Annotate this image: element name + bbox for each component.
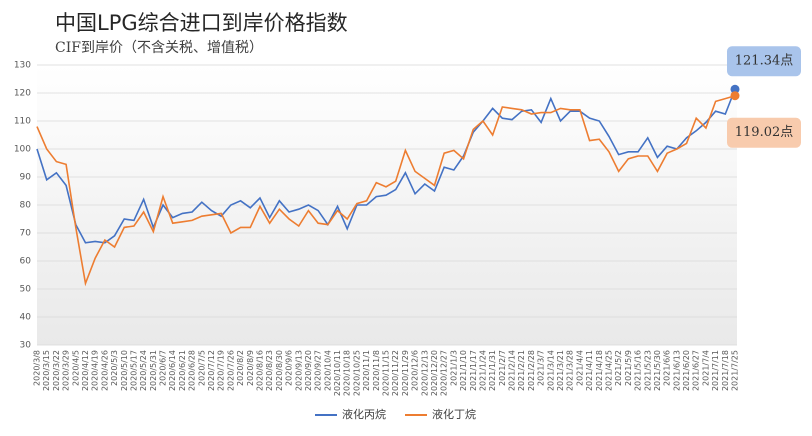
x-tick-label: 2020/11/29 [401,350,410,396]
x-tick-label: 2021/6/6 [663,350,672,386]
x-tick-label: 2020/6/7 [159,350,168,386]
x-tick-label: 2021/4/25 [604,350,613,391]
x-tick-label: 2021/2/14 [508,350,517,391]
x-tick-label: 2020/9/13 [294,350,303,391]
x-tick-label: 2020/7/26 [226,350,235,391]
x-tick-label: 2020/9/20 [304,350,313,391]
x-tick-label: 2021/7/25 [731,350,740,391]
y-tick-label: 50 [20,285,32,295]
y-tick-label: 130 [14,61,31,71]
x-tick-label: 2021/4/18 [595,350,604,391]
x-tick-label: 2020/5/17 [129,350,138,391]
x-tick-label: 2021/3/7 [537,350,546,386]
y-tick-label: 30 [20,341,32,351]
x-tick-label: 2021/5/23 [643,350,652,391]
x-tick-label: 2020/6/21 [178,350,187,391]
x-tick-label: 2021/7/11 [711,350,720,391]
x-tick-label: 2020/12/20 [430,350,439,396]
x-tick-label: 2021/1/17 [469,350,478,391]
x-tick-label: 2020/3/29 [62,350,71,391]
x-tick-label: 2021/5/9 [624,350,633,386]
x-tick-label: 2020/3/8 [33,350,42,386]
x-tick-label: 2020/9/27 [314,350,323,391]
x-tick-label: 2021/6/27 [692,350,701,391]
x-tick-label: 2020/11/8 [372,350,381,391]
x-tick-label: 2021/4/11 [585,350,594,391]
x-tick-label: 2020/10/11 [333,350,342,396]
y-tick-label: 70 [20,229,32,239]
x-tick-label: 2021/5/30 [653,350,662,391]
x-tick-label: 2020/7/19 [217,350,226,391]
x-tick-label: 2020/7/12 [207,350,216,391]
x-tick-label: 2020/7/5 [197,350,206,386]
x-tick-label: 2020/4/26 [100,350,109,391]
x-tick-label: 2021/6/13 [672,350,681,391]
x-tick-label: 2021/1/24 [478,350,487,391]
x-tick-label: 2020/8/2 [236,350,245,386]
x-tick-label: 2020/5/24 [139,350,148,391]
x-tick-label: 2020/12/6 [411,350,420,391]
data-label: 121.34点 [735,54,794,69]
x-tick-label: 2020/9/6 [285,350,294,386]
x-tick-label: 2020/5/31 [149,350,158,391]
x-tick-label: 2020/3/22 [52,350,61,391]
x-tick-label: 2021/3/28 [566,350,575,391]
x-tick-label: 2020/10/18 [343,350,352,396]
x-tick-label: 2021/6/20 [682,350,691,391]
x-tick-label: 2020/6/28 [188,350,197,391]
legend-label: 液化丁烷 [432,407,476,421]
x-tick-label: 2021/5/2 [614,350,623,386]
x-tick-label: 2020/8/9 [246,350,255,386]
x-tick-label: 2021/4/4 [575,350,584,386]
x-tick-label: 2020/12/13 [420,350,429,396]
x-tick-label: 2020/5/3 [110,350,119,386]
y-tick-label: 40 [20,313,32,323]
data-label: 119.02点 [735,125,794,140]
x-tick-label: 2021/1/10 [459,350,468,391]
x-tick-label: 2020/5/10 [120,350,129,391]
y-tick-label: 90 [20,173,32,183]
end-point [730,91,740,101]
x-tick-label: 2021/1/31 [488,350,497,391]
x-tick-label: 2021/3/14 [546,350,555,391]
x-tick-label: 2021/1/3 [449,350,458,386]
chart-title: 中国LPG综合进口到岸价格指数 [55,11,348,35]
x-tick-label: 2020/12/27 [440,350,449,396]
x-tick-label: 2020/8/16 [255,350,264,391]
y-tick-label: 60 [20,257,32,267]
x-tick-label: 2020/10/4 [323,350,332,391]
x-tick-label: 2020/4/19 [91,350,100,391]
x-tick-label: 2020/8/23 [265,350,274,391]
series-line [36,94,736,287]
x-tick-label: 2020/8/30 [275,350,284,391]
x-tick-label: 2021/2/7 [498,350,507,386]
x-tick-label: 2020/11/1 [362,350,371,391]
x-tick-label: 2020/4/5 [71,350,80,386]
x-tick-label: 2020/4/12 [81,350,90,391]
end-point [730,84,740,94]
chart-subtitle: CIF到岸价（不含关税、增值税） [55,40,263,56]
legend-label: 液化丙烷 [342,407,386,421]
x-tick-label: 2021/5/16 [634,350,643,391]
x-tick-label: 2020/3/15 [42,350,51,391]
x-tick-label: 2021/2/28 [527,350,536,391]
callout-box [727,117,801,148]
x-tick-label: 2020/10/25 [352,350,361,396]
y-tick-label: 100 [14,145,31,155]
y-tick-label: 110 [14,117,31,127]
series-line [36,88,736,244]
callout-box [727,46,801,77]
x-tick-label: 2020/11/15 [382,350,391,396]
y-tick-label: 80 [20,201,32,211]
x-tick-label: 2021/7/4 [701,350,710,386]
y-tick-label: 120 [14,89,31,99]
x-tick-label: 2021/2/21 [517,350,526,391]
x-tick-label: 2021/3/21 [556,350,565,391]
x-tick-label: 2020/11/22 [391,350,400,396]
x-tick-label: 2020/6/14 [168,350,177,391]
x-tick-label: 2021/7/18 [721,350,730,391]
